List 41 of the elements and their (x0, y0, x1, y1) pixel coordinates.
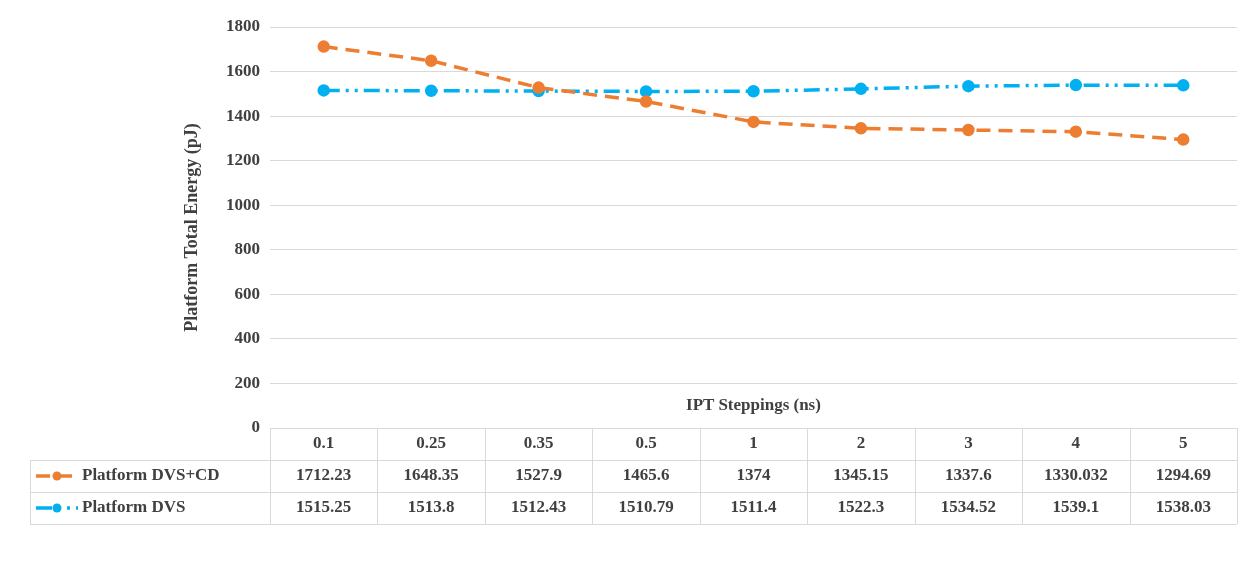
x-tick-label: 1 (749, 433, 758, 453)
data-label: 1510.79 (618, 497, 674, 517)
data-label: 1712.23 (296, 465, 352, 485)
y-tick-label: 1600 (226, 60, 260, 80)
data-label: 1513.8 (407, 497, 455, 517)
y-tick-label: 800 (234, 239, 260, 259)
x-tick-label: 4 (1071, 433, 1081, 453)
x-tick-label: 2 (856, 433, 866, 453)
y-tick-label: 1200 (226, 150, 260, 170)
legend-label: Platform DVS+CD (82, 465, 220, 485)
y-tick-label: 0 (251, 417, 260, 437)
data-label: 1512.43 (510, 497, 567, 517)
data-label: 1330.032 (1043, 465, 1108, 485)
y-tick-label: 400 (234, 328, 260, 348)
x-tick-label: 3 (964, 433, 973, 453)
data-label: 1294.69 (1155, 465, 1211, 485)
data-label: 1465.6 (622, 465, 670, 485)
y-tick-label: 1400 (226, 105, 260, 125)
data-label: 1648.35 (403, 465, 459, 485)
legend-label: Platform DVS (82, 497, 186, 517)
data-label: 1522.3 (837, 497, 885, 517)
x-axis-title: IPT Steppings (ns) (686, 395, 821, 415)
data-label: 1527.9 (515, 465, 562, 485)
data-label: 1538.03 (1155, 497, 1211, 517)
y-axis-title: Platform Total Energy (pJ) (181, 123, 203, 332)
x-tick-label: 0.25 (416, 433, 447, 453)
y-tick-label: 1000 (226, 194, 260, 214)
x-tick-label: 0.5 (635, 433, 657, 453)
x-tick-label: 0.35 (523, 433, 554, 453)
data-label: 1515.25 (296, 497, 352, 517)
data-label: 1539.1 (1052, 497, 1100, 517)
y-tick-label: 200 (234, 372, 260, 392)
x-tick-label: 0.1 (313, 433, 335, 453)
x-tick-label: 5 (1179, 433, 1188, 453)
data-label: 1534.52 (940, 497, 997, 517)
data-label: 1345.15 (833, 465, 889, 485)
y-tick-label: 1800 (226, 16, 260, 36)
y-tick-label: 600 (234, 283, 260, 303)
data-label: 1374 (736, 465, 771, 485)
data-label: 1511.4 (730, 497, 777, 517)
data-label: 1337.6 (945, 465, 992, 485)
